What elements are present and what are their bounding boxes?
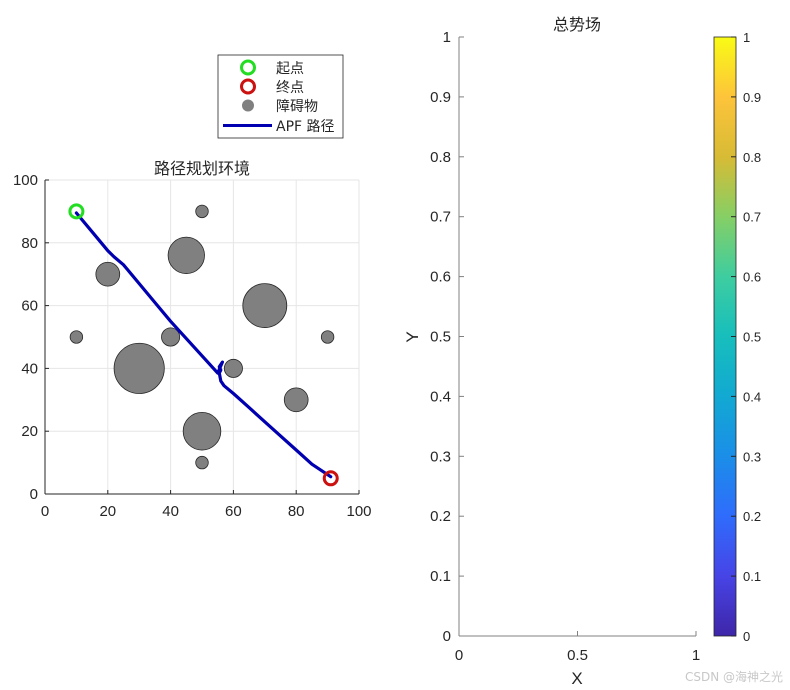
obstacle [195, 204, 209, 219]
x-tick-label: 20 [99, 503, 116, 520]
left-chart-title: 路径规划环境 [154, 159, 250, 178]
colorbar-tick-label: 0.1 [743, 569, 761, 584]
x-axis-label: X [571, 669, 582, 688]
y-tick-label: 60 [21, 298, 38, 315]
obstacle [167, 236, 205, 274]
y-tick-label: 20 [21, 423, 38, 440]
legend-item-path: APF 路径 [223, 119, 335, 135]
colorbar-tick-labels: 0 0.1 0.2 0.3 0.4 0.5 0.6 0.7 0.8 0.9 1 [731, 30, 761, 644]
right-x-tick-labels: 0 0.5 1 [455, 631, 700, 664]
y-tick-label: 0.8 [430, 149, 451, 166]
left-x-tick-labels: 0 20 40 60 80 100 [41, 490, 372, 520]
x-tick-label: 0.5 [567, 647, 588, 664]
y-tick-label: 0.1 [430, 568, 451, 585]
legend-item-start: 起点 [240, 59, 304, 77]
right-chart-title: 总势场 [553, 15, 601, 34]
colorbar-tick-label: 0 [743, 629, 750, 644]
y-tick-label: 0.6 [430, 269, 451, 286]
legend-label-obstacle: 障碍物 [276, 99, 318, 115]
x-tick-label: 0 [455, 647, 463, 664]
colorbar-tick-label: 0.3 [743, 449, 761, 464]
legend-goal-icon [240, 78, 256, 95]
colorbar-tick-label: 0.4 [743, 389, 761, 404]
legend: 起点 终点 障碍物 APF 路径 [217, 54, 344, 139]
y-tick-label: 0.2 [430, 508, 451, 525]
x-tick-label: 100 [346, 503, 371, 520]
obstacle [283, 387, 309, 413]
colorbar-tick-label: 0.7 [743, 210, 761, 225]
goal-marker [322, 470, 339, 487]
x-tick-label: 60 [225, 503, 242, 520]
legend-obstacle-icon [242, 99, 254, 112]
legend-start-icon [240, 59, 256, 76]
y-tick-label: 80 [21, 235, 38, 252]
obstacle [195, 455, 209, 470]
colorbar-tick-label: 0.9 [743, 90, 761, 105]
start-marker [68, 203, 85, 220]
y-tick-label: 40 [21, 360, 38, 377]
obstacle [182, 411, 222, 451]
y-axis-label: Y [403, 331, 422, 342]
obstacle [242, 283, 288, 328]
y-tick-label: 100 [13, 172, 38, 189]
watermark: CSDN @海神之光 [685, 669, 783, 684]
colorbar-tick-label: 1 [743, 30, 750, 45]
legend-label-path: APF 路径 [276, 119, 335, 135]
y-tick-label: 0.5 [430, 329, 451, 346]
obstacle [95, 261, 121, 287]
obstacle [320, 330, 335, 344]
path-planning-axes: 0 20 40 60 80 100 0 20 40 60 80 100 路径规划环境 [13, 159, 372, 520]
colorbar-tick-label: 0.2 [743, 509, 761, 524]
y-tick-label: 0.7 [430, 209, 451, 226]
obstacles-layer [69, 204, 335, 470]
colorbar-tick-label: 0.5 [743, 330, 761, 345]
right-y-tick-labels: 0 0.1 0.2 0.3 0.4 0.5 0.6 0.7 0.8 0.9 1 [430, 29, 464, 645]
y-tick-label: 0 [30, 486, 38, 503]
legend-label-start: 起点 [276, 61, 304, 77]
colorbar-tick-label: 0.8 [743, 150, 761, 165]
colorbar-tick-label: 0.6 [743, 270, 761, 285]
colorbar: 0 0.1 0.2 0.3 0.4 0.5 0.6 0.7 0.8 0.9 1 [713, 30, 761, 644]
x-tick-label: 0 [41, 503, 49, 520]
x-tick-label: 80 [288, 503, 305, 520]
y-tick-label: 0.3 [430, 448, 451, 465]
y-tick-label: 0.4 [430, 388, 451, 405]
left-y-tick-labels: 0 20 40 60 80 100 [13, 172, 49, 503]
obstacle [113, 342, 165, 394]
obstacle [223, 358, 243, 378]
obstacle [161, 327, 181, 347]
legend-item-obstacle: 障碍物 [242, 99, 318, 115]
obstacle [69, 330, 84, 344]
total-potential-field-axes: 0 0.5 1 00.10.20.30.40.50.60.70.80.91 总势场 … [403, 15, 700, 688]
legend-label-goal: 终点 [276, 80, 304, 96]
apf-path-line [74, 211, 333, 479]
y-tick-label: 0 [443, 628, 451, 645]
y-tick-label: 0.9 [430, 89, 451, 106]
y-tick-label: 1 [443, 29, 451, 46]
x-tick-label: 1 [692, 647, 700, 664]
x-tick-label: 40 [162, 503, 179, 520]
legend-item-goal: 终点 [240, 78, 304, 96]
